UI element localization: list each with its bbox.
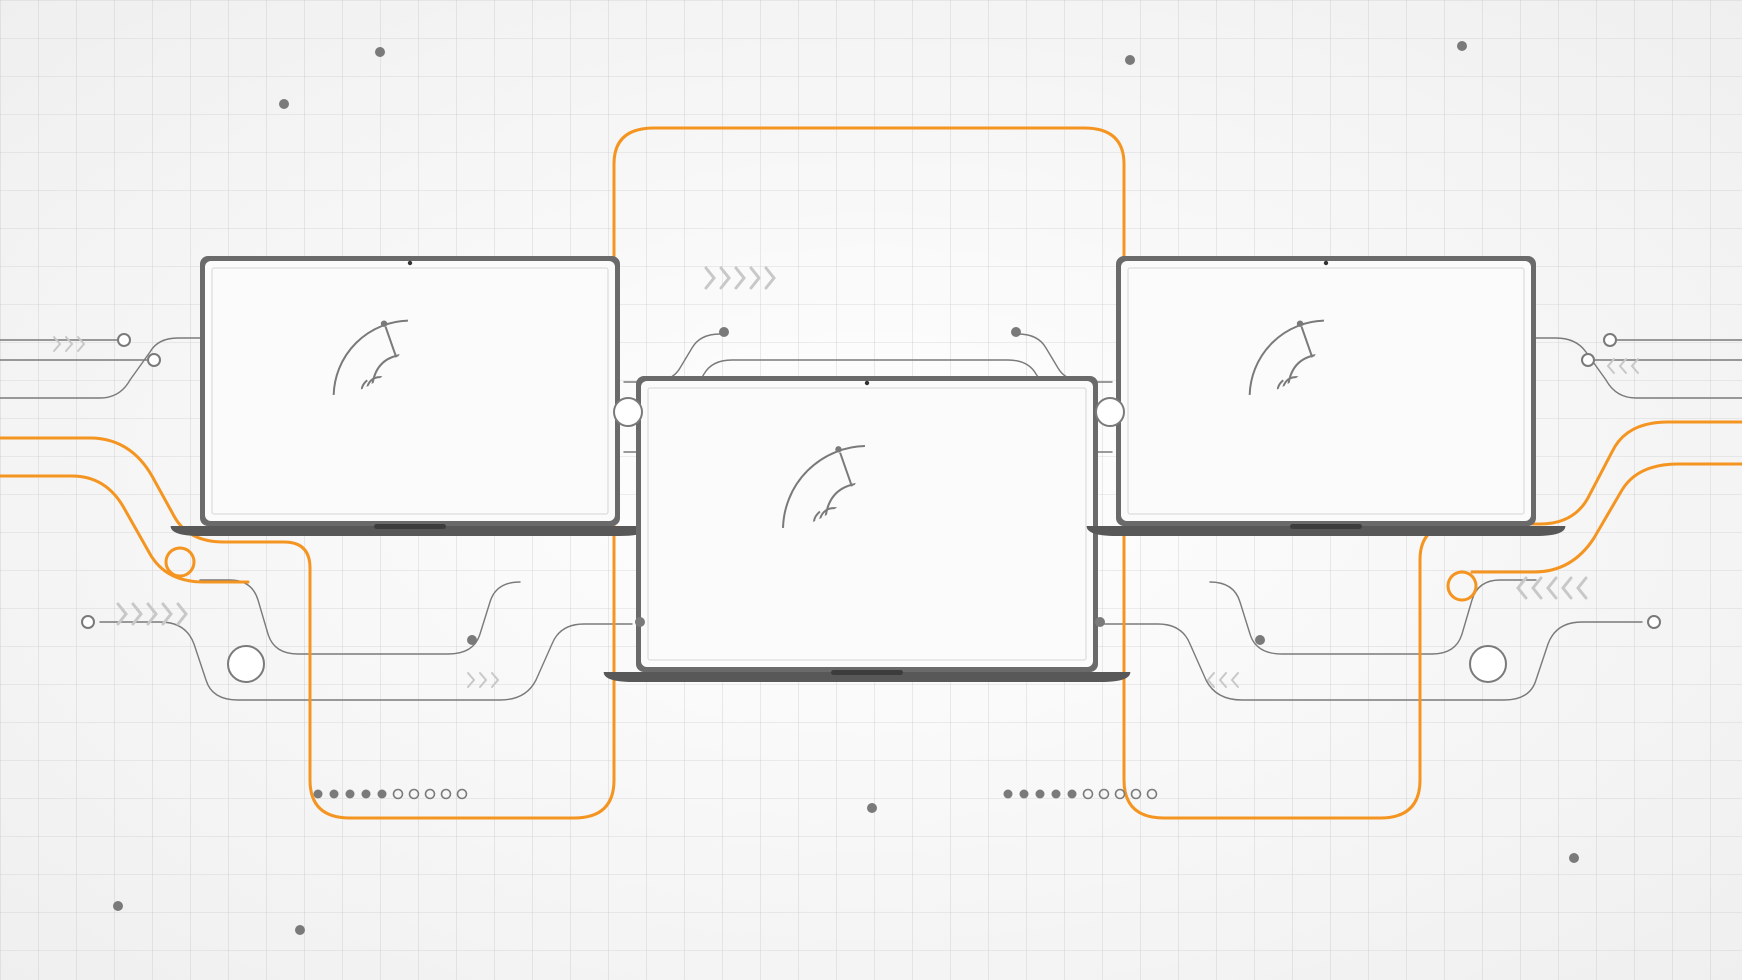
- solid-dot: [279, 99, 289, 109]
- trace-node: [148, 354, 160, 366]
- trace-node: [1582, 354, 1594, 366]
- solid-dot: [867, 803, 877, 813]
- laptop-right: [1087, 256, 1566, 536]
- trace-node: [82, 616, 94, 628]
- laptop-notch: [374, 524, 446, 529]
- solid-dot: [1255, 635, 1265, 645]
- stream-dot: [1036, 790, 1045, 799]
- trace-node: [118, 334, 130, 346]
- webcam-dot: [1324, 261, 1328, 265]
- stream-dot: [346, 790, 355, 799]
- trace-node: [1648, 616, 1660, 628]
- stream-dot: [1004, 790, 1013, 799]
- solid-dot: [1569, 853, 1579, 863]
- solid-dot: [1095, 617, 1105, 627]
- solid-dot: [295, 925, 305, 935]
- laptop-notch: [1290, 524, 1362, 529]
- stream-dot: [362, 790, 371, 799]
- solid-dot: [1457, 41, 1467, 51]
- stream-dot: [330, 790, 339, 799]
- solid-dot: [719, 327, 729, 337]
- laptop-center: [604, 376, 1131, 682]
- laptop-notch: [831, 670, 903, 675]
- solid-dot: [1125, 55, 1135, 65]
- solid-dot: [375, 47, 385, 57]
- network-diagram: [0, 0, 1742, 980]
- stream-dot: [378, 790, 387, 799]
- stream-dot: [1068, 790, 1077, 799]
- solid-dot: [635, 617, 645, 627]
- trace-node: [1604, 334, 1616, 346]
- solid-dot: [1011, 327, 1021, 337]
- stream-dot: [314, 790, 323, 799]
- trace-node: [228, 646, 264, 682]
- webcam-dot: [408, 261, 412, 265]
- solid-dot: [113, 901, 123, 911]
- solid-dot: [467, 635, 477, 645]
- webcam-dot: [865, 381, 869, 385]
- antenna-tip: [381, 320, 387, 326]
- stream-dot: [1020, 790, 1029, 799]
- stream-dot: [1052, 790, 1061, 799]
- antenna-tip: [1297, 320, 1303, 326]
- laptop-screen: [212, 268, 608, 514]
- antenna-tip: [835, 446, 841, 452]
- laptop-screen: [648, 388, 1086, 660]
- connection-node: [1096, 398, 1124, 426]
- trace-node: [1470, 646, 1506, 682]
- laptop-left: [171, 256, 650, 536]
- laptop-screen: [1128, 268, 1524, 514]
- connection-node: [614, 398, 642, 426]
